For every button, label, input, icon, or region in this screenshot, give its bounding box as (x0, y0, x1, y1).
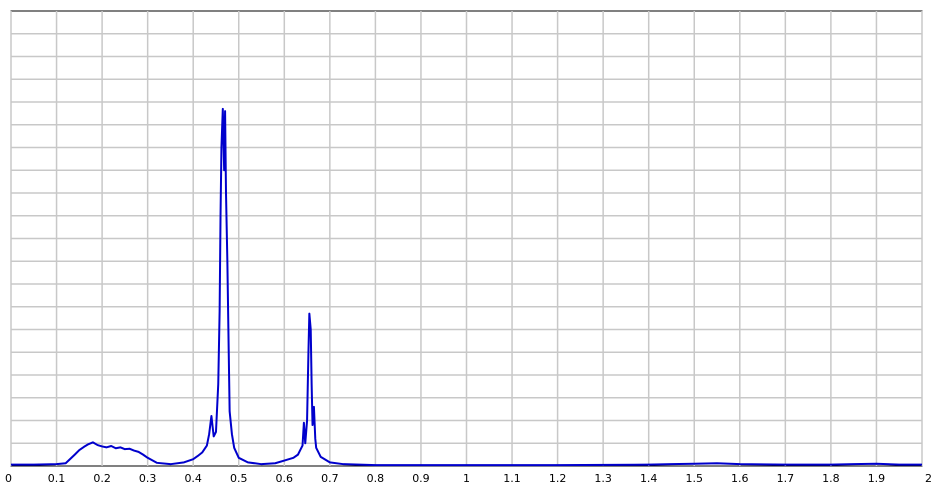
x-tick-label: 1.9 (868, 472, 886, 485)
x-axis-tick-labels: 0 0.1 0.2 0.3 0.4 0.5 0.6 0.7 0.8 0.9 1 1.1 1.2 1.3 1.… (5, 472, 932, 485)
series-layer (11, 107, 922, 467)
grid-lines (10, 11, 923, 466)
x-tick-label: 0.4 (184, 472, 202, 485)
x-tick-label: 1.5 (686, 472, 704, 485)
x-tick-label: 1.7 (777, 472, 795, 485)
x-tick-label: 1.4 (640, 472, 658, 485)
x-tick-label: 2 (925, 472, 932, 485)
x-tick-label: 1 (463, 472, 470, 485)
series-line (11, 107, 922, 467)
x-tick-label: 1.6 (731, 472, 749, 485)
x-tick-label: 1.3 (594, 472, 612, 485)
x-tick-label: 1.1 (503, 472, 521, 485)
x-tick-label: 0.1 (48, 472, 66, 485)
x-tick-label: 0 (5, 472, 12, 485)
x-tick-label: 0.6 (276, 472, 294, 485)
x-tick-label: 0.5 (230, 472, 248, 485)
x-tick-label: 1.2 (549, 472, 567, 485)
x-tick-label: 0.3 (139, 472, 157, 485)
x-tick-label: 0.8 (367, 472, 385, 485)
x-tick-label: 1.8 (822, 472, 840, 485)
x-tick-label: 0.7 (321, 472, 339, 485)
x-tick-label: 0.2 (93, 472, 111, 485)
x-tick-label: 0.9 (412, 472, 430, 485)
